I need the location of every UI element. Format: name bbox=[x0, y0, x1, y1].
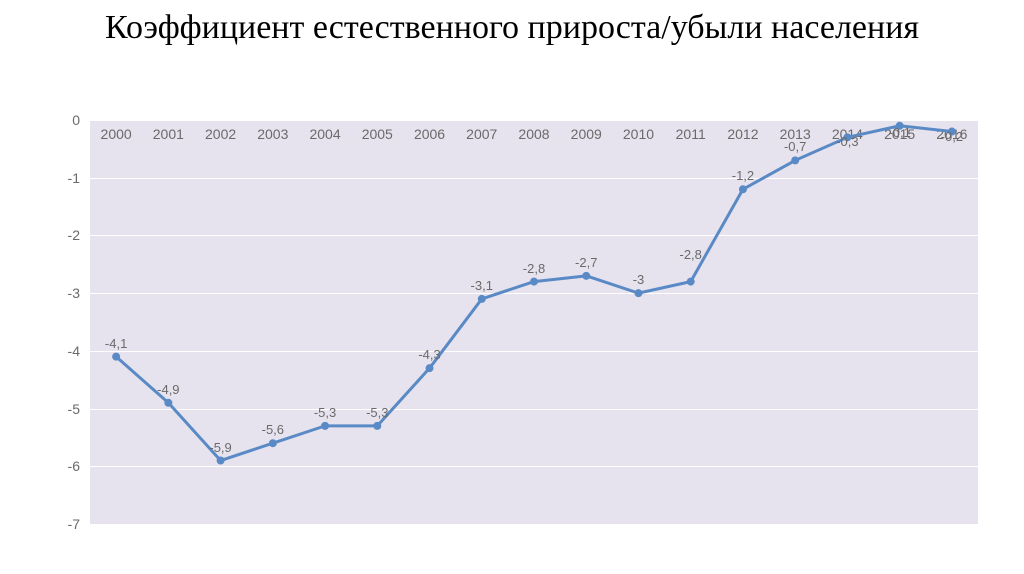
data-marker bbox=[582, 272, 590, 280]
data-label: -4,3 bbox=[418, 347, 440, 362]
data-label: -2,7 bbox=[575, 255, 597, 270]
data-label: -3,1 bbox=[471, 278, 493, 293]
data-marker bbox=[426, 364, 434, 372]
data-label: -5,3 bbox=[314, 405, 336, 420]
data-marker bbox=[687, 278, 695, 286]
population-growth-chart: 0-1-2-3-4-5-6-72000200120022003200420052… bbox=[38, 112, 986, 552]
data-label: -3 bbox=[633, 272, 645, 287]
data-marker bbox=[634, 289, 642, 297]
data-label: -1,2 bbox=[732, 168, 754, 183]
data-marker bbox=[217, 457, 225, 465]
data-label: -4,1 bbox=[105, 336, 127, 351]
data-label: -2,8 bbox=[523, 261, 545, 276]
data-label: -0,1 bbox=[888, 125, 910, 140]
data-marker bbox=[321, 422, 329, 430]
data-label: -2,8 bbox=[680, 247, 702, 262]
line-series bbox=[38, 112, 986, 532]
data-label: -0,2 bbox=[941, 129, 963, 144]
data-label: -5,3 bbox=[366, 405, 388, 420]
data-marker bbox=[478, 295, 486, 303]
data-label: -4,9 bbox=[157, 382, 179, 397]
data-marker bbox=[791, 156, 799, 164]
data-label: -5,9 bbox=[209, 440, 231, 455]
data-label: -0,3 bbox=[836, 134, 858, 149]
page-title: Коэффициент естественного прироста/убыли… bbox=[0, 0, 1024, 47]
data-label: -5,6 bbox=[262, 422, 284, 437]
data-marker bbox=[373, 422, 381, 430]
data-marker bbox=[530, 278, 538, 286]
data-marker bbox=[269, 439, 277, 447]
data-label: -0,7 bbox=[784, 139, 806, 154]
data-marker bbox=[112, 353, 120, 361]
data-marker bbox=[164, 399, 172, 407]
data-marker bbox=[739, 185, 747, 193]
